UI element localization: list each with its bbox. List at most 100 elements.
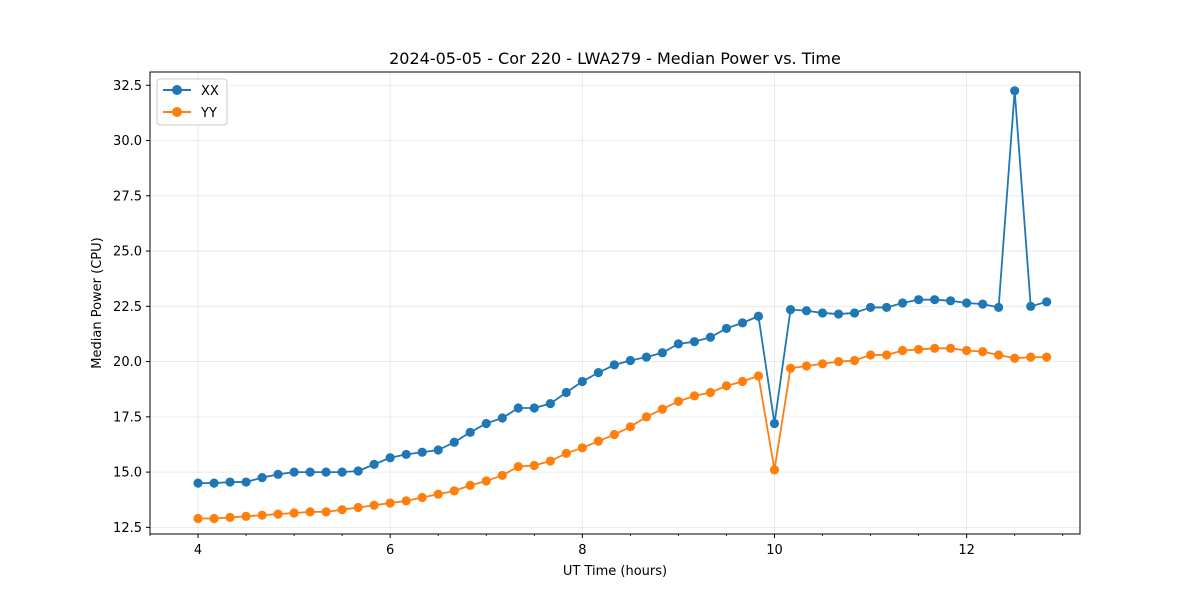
legend-label-xx: XX bbox=[201, 84, 219, 99]
data-point-yy bbox=[817, 359, 828, 369]
y-tick-label: 12.5 bbox=[113, 521, 142, 536]
data-point-xx bbox=[305, 467, 315, 477]
x-tick-label: 12 bbox=[958, 543, 975, 558]
data-point-xx bbox=[801, 306, 812, 316]
data-point-yy bbox=[385, 498, 395, 508]
data-point-xx bbox=[673, 339, 684, 349]
data-point-xx bbox=[433, 445, 443, 455]
x-tick-label: 8 bbox=[578, 543, 586, 558]
data-point-xx bbox=[1010, 86, 1020, 96]
data-point-xx bbox=[241, 477, 251, 487]
data-point-yy bbox=[497, 470, 507, 481]
grid bbox=[150, 72, 1080, 534]
data-point-xx bbox=[561, 387, 571, 398]
data-point-xx bbox=[609, 360, 619, 370]
data-point-yy bbox=[625, 422, 635, 432]
legend: XX YY bbox=[156, 78, 228, 126]
y-tick-label: 20.0 bbox=[113, 355, 142, 370]
data-point-yy bbox=[785, 363, 796, 373]
data-point-xx bbox=[545, 398, 555, 409]
data-point-xx bbox=[769, 418, 780, 429]
legend-label-yy: YY bbox=[200, 106, 217, 121]
data-point-yy bbox=[577, 443, 587, 453]
data-point-yy bbox=[305, 507, 315, 517]
data-point-xx bbox=[449, 437, 459, 447]
data-point-yy bbox=[241, 511, 251, 521]
axes: 4 6 8 10 12 12.5 15.0 17.5 20.0 22.5 25.0 27.5 30.0 3… bbox=[113, 79, 1064, 558]
x-tick-label: 6 bbox=[386, 543, 394, 558]
y-tick-label: 22.5 bbox=[113, 300, 142, 315]
data-point-yy bbox=[353, 502, 363, 513]
data-point-xx bbox=[1026, 301, 1036, 311]
data-point-xx bbox=[593, 368, 603, 378]
data-point-xx bbox=[225, 477, 235, 487]
data-point-yy bbox=[882, 350, 892, 360]
data-point-yy bbox=[481, 476, 491, 486]
data-point-xx bbox=[209, 478, 219, 488]
data-point-yy bbox=[962, 345, 972, 356]
data-point-yy bbox=[561, 448, 571, 458]
data-point-yy bbox=[914, 344, 924, 355]
plot-frame bbox=[149, 71, 1081, 535]
data-point-xx bbox=[369, 459, 379, 469]
data-point-yy bbox=[721, 381, 732, 391]
data-point-yy bbox=[705, 387, 716, 398]
data-point-yy bbox=[897, 345, 908, 356]
data-point-xx bbox=[817, 308, 828, 318]
y-tick-label: 25.0 bbox=[113, 245, 142, 260]
data-point-xx bbox=[337, 467, 347, 477]
data-point-xx bbox=[865, 302, 876, 313]
data-point-xx bbox=[930, 295, 940, 305]
data-point-yy bbox=[1010, 353, 1020, 363]
data-point-xx bbox=[257, 473, 267, 483]
data-point-xx bbox=[945, 296, 956, 306]
data-point-xx bbox=[289, 467, 299, 477]
data-point-yy bbox=[193, 513, 203, 524]
data-point-xx bbox=[721, 323, 732, 334]
data-point-xx bbox=[465, 427, 475, 437]
data-point-yy bbox=[930, 343, 940, 353]
data-point-yy bbox=[978, 347, 988, 357]
data-point-yy bbox=[737, 376, 748, 387]
legend-marker-yy bbox=[172, 107, 182, 117]
data-point-yy bbox=[994, 350, 1004, 360]
data-point-yy bbox=[369, 500, 379, 510]
data-point-xx bbox=[353, 466, 363, 476]
data-point-yy bbox=[609, 429, 619, 440]
data-point-xx bbox=[882, 302, 892, 313]
data-point-yy bbox=[657, 404, 667, 414]
data-point-xx bbox=[849, 308, 860, 318]
data-point-xx bbox=[785, 305, 796, 315]
data-point-xx bbox=[753, 311, 764, 321]
data-point-xx bbox=[417, 447, 427, 457]
data-point-yy bbox=[545, 456, 555, 466]
data-point-xx bbox=[625, 355, 635, 366]
data-point-yy bbox=[257, 510, 267, 520]
data-point-yy bbox=[225, 512, 235, 523]
data-point-yy bbox=[401, 496, 411, 506]
data-point-yy bbox=[273, 509, 283, 519]
x-tick-label: 10 bbox=[766, 543, 783, 558]
data-point-yy bbox=[865, 350, 876, 360]
data-point-yy bbox=[689, 391, 700, 401]
data-point-xx bbox=[577, 376, 587, 387]
data-point-xx bbox=[994, 302, 1004, 313]
y-tick-label: 27.5 bbox=[113, 189, 142, 204]
data-point-xx bbox=[513, 403, 523, 413]
y-tick-label: 17.5 bbox=[113, 410, 142, 425]
data-point-xx bbox=[321, 467, 331, 477]
data-point-yy bbox=[209, 513, 219, 524]
data-point-xx bbox=[481, 418, 491, 429]
data-point-yy bbox=[945, 343, 956, 353]
data-point-xx bbox=[914, 295, 924, 305]
data-point-yy bbox=[289, 508, 299, 518]
data-point-yy bbox=[417, 492, 427, 503]
data-point-yy bbox=[833, 356, 844, 367]
data-point-xx bbox=[897, 298, 908, 308]
chart-title: 2024-05-05 - Cor 220 - LWA279 - Median P… bbox=[389, 49, 841, 68]
data-point-xx bbox=[385, 453, 395, 463]
data-point-yy bbox=[801, 361, 812, 371]
data-point-yy bbox=[753, 371, 764, 381]
data-point-yy bbox=[465, 480, 475, 490]
